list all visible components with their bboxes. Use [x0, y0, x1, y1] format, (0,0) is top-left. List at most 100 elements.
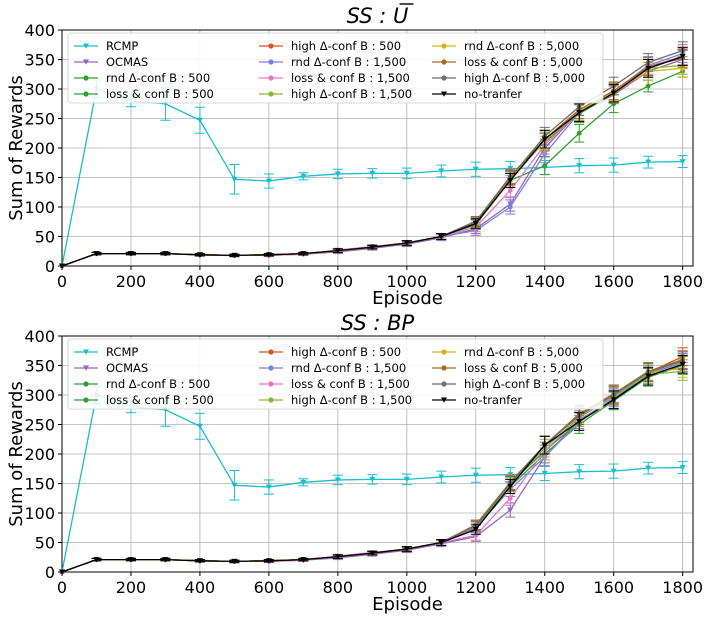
data-point — [265, 484, 272, 490]
legend-label: loss & conf B : 500 — [106, 87, 214, 101]
x-tick-label: 1400 — [524, 578, 565, 597]
data-point — [645, 65, 652, 72]
legend-marker — [441, 381, 447, 387]
x-tick-label: 400 — [185, 578, 216, 597]
data-point — [196, 558, 203, 564]
data-point — [472, 166, 479, 173]
legend-marker — [83, 43, 89, 49]
x-tick-label: 1000 — [386, 578, 427, 597]
data-point — [93, 557, 100, 563]
legend-label: RCMP — [106, 345, 138, 359]
x-tick-label: 800 — [323, 578, 354, 597]
x-tick-label: 200 — [116, 272, 147, 291]
legend-marker — [268, 349, 274, 355]
x-axis-label: Episode — [372, 594, 443, 615]
legend-marker — [83, 349, 89, 355]
legend-marker — [441, 59, 447, 65]
legend-label: high Δ-conf B : 1,500 — [291, 393, 412, 407]
legend-marker — [268, 43, 274, 49]
y-tick-label: 100 — [24, 504, 55, 523]
legend-marker — [83, 397, 89, 403]
data-point — [403, 240, 410, 246]
legend-marker — [83, 91, 89, 97]
series-11 — [59, 47, 688, 269]
data-point — [507, 177, 514, 184]
legend-marker — [268, 91, 274, 97]
data-point — [334, 171, 341, 177]
data-point — [59, 263, 65, 269]
legend-marker — [83, 365, 89, 371]
data-point — [610, 397, 617, 403]
data-point — [679, 159, 686, 165]
legend-label: high Δ-conf B : 500 — [291, 39, 401, 53]
x-tick-label: 1600 — [593, 578, 634, 597]
series-0 — [59, 385, 688, 575]
data-point — [610, 468, 617, 474]
data-point — [507, 204, 513, 210]
legend-marker — [441, 43, 447, 49]
data-point — [645, 159, 652, 165]
data-point — [645, 373, 652, 379]
legend-label: rnd Δ-conf B : 500 — [106, 71, 210, 85]
x-tick-label: 0 — [57, 272, 67, 291]
data-point — [162, 251, 169, 257]
y-tick-label: 250 — [24, 416, 55, 435]
x-tick-label: 1600 — [593, 272, 634, 291]
legend-marker — [83, 59, 89, 65]
y-tick-label: 150 — [24, 169, 55, 188]
chart-title: SS : U — [347, 4, 409, 28]
x-axis-label: Episode — [372, 288, 443, 309]
data-point — [507, 188, 513, 193]
y-tick-label: 50 — [35, 228, 55, 247]
data-point — [334, 477, 341, 483]
data-point — [59, 569, 65, 575]
data-point — [576, 163, 583, 169]
legend-marker — [441, 365, 447, 371]
chart-ss-u: SS : U 0 200 400 600 800 1000 1200 1400 1600 1800 0… — [6, 3, 703, 309]
y-axis-label: Sum of Rewards — [6, 381, 27, 527]
data-point — [472, 221, 479, 227]
data-point — [369, 170, 376, 177]
data-point — [334, 248, 341, 254]
series-0 — [59, 79, 688, 269]
x-tick-label: 1800 — [662, 578, 703, 597]
legend-label: RCMP — [106, 39, 138, 53]
data-point — [403, 546, 410, 552]
legend-label: loss & conf B : 1,500 — [291, 71, 410, 85]
legend-label: no-tranfer — [464, 87, 522, 101]
legend-label: no-tranfer — [464, 393, 522, 407]
legend-box — [67, 338, 604, 410]
legend-label: rnd Δ-conf B : 500 — [106, 377, 210, 391]
legend-label: high Δ-conf B : 5,000 — [464, 71, 585, 85]
data-point — [438, 474, 445, 480]
data-point — [231, 252, 238, 259]
data-point — [231, 558, 238, 565]
y-tick-label: 50 — [35, 534, 55, 553]
legend-marker — [268, 381, 274, 387]
legend-label: OCMAS — [106, 361, 148, 375]
y-tick-label: 400 — [24, 21, 55, 40]
legend-label: OCMAS — [106, 55, 148, 69]
data-point — [196, 252, 203, 258]
legend-marker — [268, 75, 274, 81]
legend-marker — [441, 397, 447, 403]
chart-ss-bp: SS : BP0 200 400 600 800 1000 1200 1400 1600 1800… — [6, 311, 703, 615]
data-point — [93, 251, 100, 257]
series-11 — [59, 354, 688, 575]
legend-label: rnd Δ-conf B : 5,000 — [464, 39, 579, 53]
data-point — [265, 178, 272, 184]
data-point — [162, 557, 169, 563]
data-point — [576, 469, 583, 475]
legend-marker — [441, 75, 447, 81]
data-point — [576, 419, 583, 425]
data-point — [541, 442, 548, 448]
data-point — [369, 550, 376, 556]
data-point — [645, 83, 651, 89]
data-point — [334, 554, 341, 560]
legend-marker — [268, 59, 274, 65]
data-point — [438, 540, 445, 546]
data-point — [438, 234, 445, 240]
x-tick-label: 200 — [116, 578, 147, 597]
data-point — [127, 251, 134, 257]
